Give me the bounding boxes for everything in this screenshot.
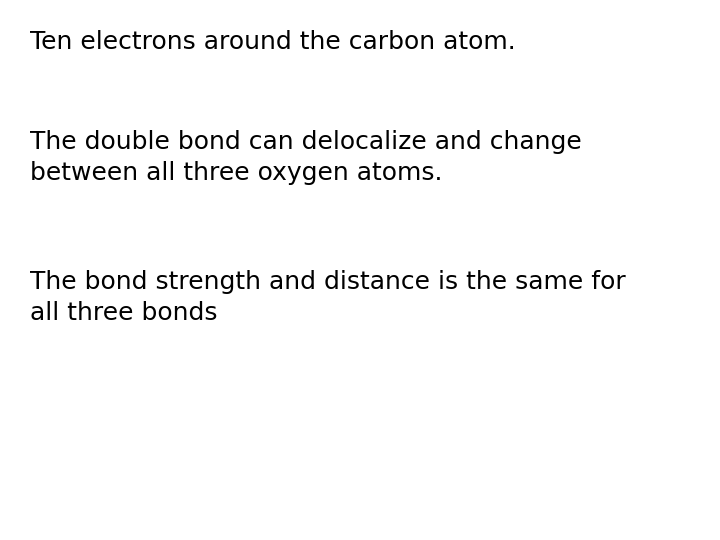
- Text: Ten electrons around the carbon atom.: Ten electrons around the carbon atom.: [30, 30, 516, 54]
- Text: The bond strength and distance is the same for
all three bonds: The bond strength and distance is the sa…: [30, 270, 626, 325]
- Text: The double bond can delocalize and change
between all three oxygen atoms.: The double bond can delocalize and chang…: [30, 130, 582, 185]
